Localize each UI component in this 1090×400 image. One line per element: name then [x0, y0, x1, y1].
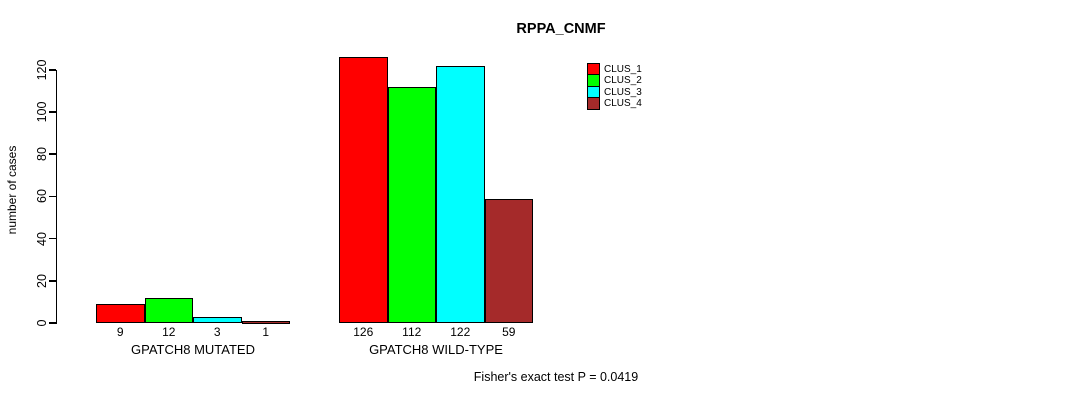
bar-clus_4-group1	[241, 320, 290, 324]
bar-clus_1-group1	[96, 304, 145, 323]
bar-clus_4-group2	[484, 198, 533, 323]
y-tick-label: 60	[35, 189, 49, 204]
y-tick-label: 120	[35, 59, 49, 81]
bar-value-label: 3	[213, 325, 221, 339]
bar-clus_3-group2	[436, 65, 485, 323]
y-axis-line	[55, 69, 57, 325]
y-tick	[48, 153, 56, 155]
y-tick-label: 20	[35, 273, 49, 288]
bar-value-label: 9	[116, 325, 124, 339]
legend-label: CLUS_3	[604, 86, 642, 98]
legend-label: CLUS_2	[604, 75, 642, 87]
y-tick-label: 40	[35, 231, 49, 246]
y-tick-label: 80	[35, 147, 49, 162]
group-label: GPATCH8 WILD-TYPE	[369, 342, 503, 357]
y-tick-label: 100	[35, 101, 49, 123]
y-tick	[48, 111, 56, 113]
y-tick	[48, 195, 56, 198]
bar-value-label: 59	[502, 325, 516, 339]
legend-label: CLUS_4	[604, 98, 642, 110]
bar-value-label: 122	[450, 325, 471, 339]
group-label: GPATCH8 MUTATED	[131, 342, 255, 357]
bar-value-label: 112	[402, 325, 422, 339]
legend-row: CLUS_4	[587, 97, 642, 111]
annotation-text: Fisher's exact test P = 0.0419	[473, 370, 639, 384]
bar-clus_2-group1	[144, 297, 193, 323]
bar-value-label: 126	[353, 325, 374, 339]
y-tick	[48, 237, 56, 240]
legend-swatch-clus_4	[587, 97, 600, 111]
bar-value-label: 1	[262, 325, 270, 339]
y-tick	[48, 322, 56, 324]
y-tick-label: 0	[35, 319, 49, 327]
legend-row: CLUS_2	[587, 74, 642, 88]
y-tick	[48, 280, 56, 282]
legend-label: CLUS_1	[604, 63, 642, 75]
bar-clus_3-group1	[193, 316, 242, 323]
bar-value-label: 12	[162, 325, 176, 339]
bar-clus_1-group2	[339, 57, 388, 323]
bar-clus_2-group2	[387, 86, 436, 323]
y-tick	[48, 69, 56, 71]
chart-title: RPPA_CNMF	[516, 21, 606, 37]
